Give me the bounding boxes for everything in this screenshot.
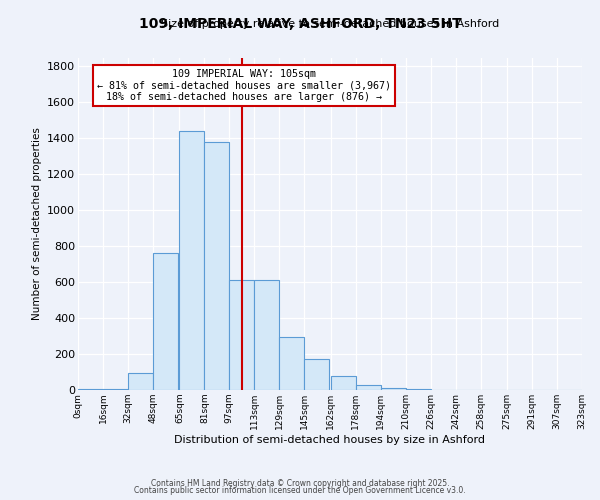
Bar bbox=[128, 373, 153, 390]
Bar bbox=[331, 376, 356, 390]
Bar bbox=[179, 131, 205, 390]
Bar bbox=[356, 384, 381, 390]
Bar bbox=[229, 280, 254, 390]
Text: Contains HM Land Registry data © Crown copyright and database right 2025.: Contains HM Land Registry data © Crown c… bbox=[151, 478, 449, 488]
Text: Contains public sector information licensed under the Open Government Licence v3: Contains public sector information licen… bbox=[134, 486, 466, 495]
Bar bbox=[304, 360, 329, 390]
Bar bbox=[279, 337, 304, 390]
Bar bbox=[254, 280, 279, 390]
Bar bbox=[205, 142, 229, 390]
X-axis label: Distribution of semi-detached houses by size in Ashford: Distribution of semi-detached houses by … bbox=[175, 434, 485, 444]
Text: 109 IMPERIAL WAY: 105sqm
← 81% of semi-detached houses are smaller (3,967)
18% o: 109 IMPERIAL WAY: 105sqm ← 81% of semi-d… bbox=[97, 69, 391, 102]
Title: Size of property relative to semi-detached houses in Ashford: Size of property relative to semi-detach… bbox=[161, 19, 499, 29]
Text: 109, IMPERIAL WAY, ASHFORD, TN23 5HT: 109, IMPERIAL WAY, ASHFORD, TN23 5HT bbox=[139, 18, 461, 32]
Y-axis label: Number of semi-detached properties: Number of semi-detached properties bbox=[32, 128, 41, 320]
Bar bbox=[153, 254, 178, 390]
Bar bbox=[381, 388, 406, 390]
